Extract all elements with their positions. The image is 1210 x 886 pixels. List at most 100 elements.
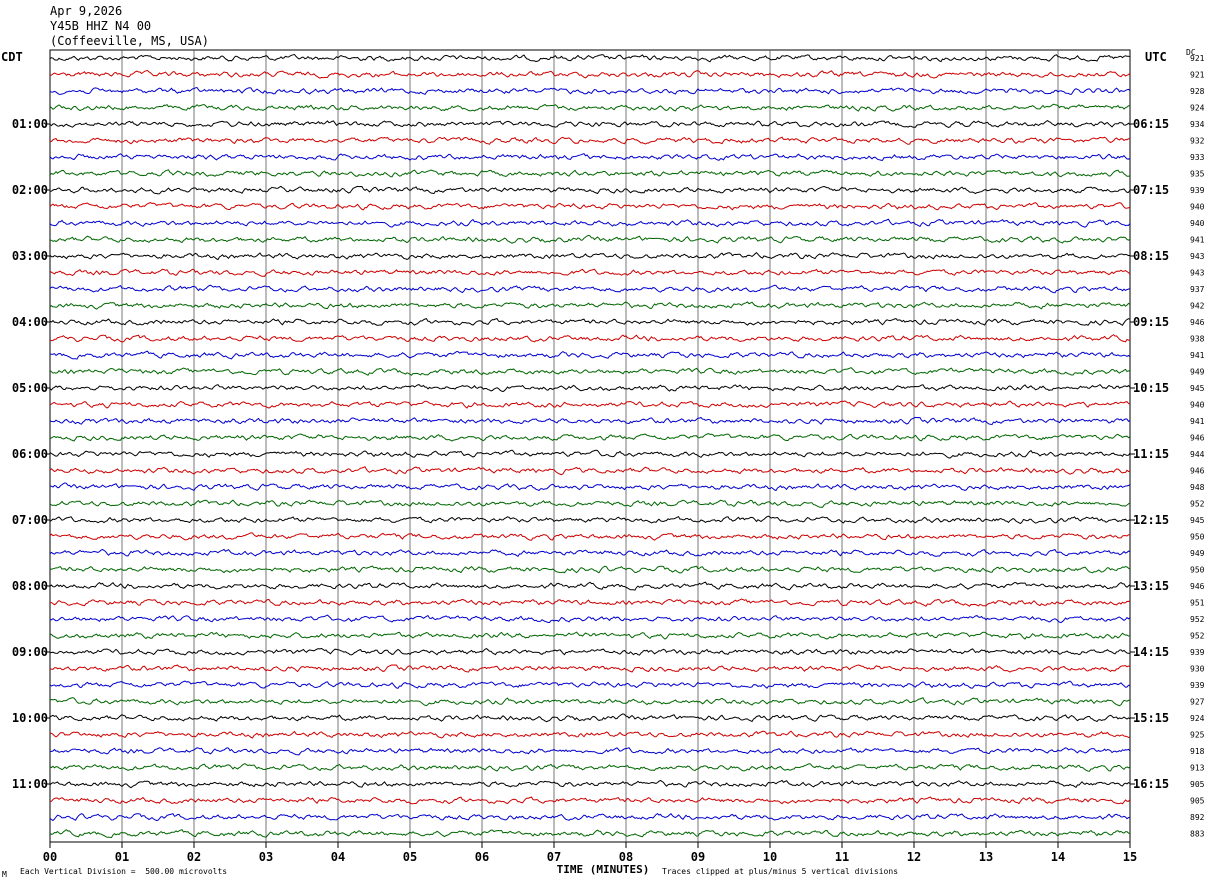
dc-offset-label: 948 (1190, 483, 1205, 492)
dc-offset-label: 949 (1190, 368, 1205, 377)
dc-offset-label: 952 (1190, 500, 1205, 509)
dc-offset-label: 883 (1190, 830, 1205, 839)
x-tick-label: 10 (763, 850, 777, 864)
left-hour-label: 07:00 (12, 513, 48, 527)
dc-offset-label: 932 (1190, 137, 1205, 146)
seismic-trace (49, 631, 1131, 640)
left-hour-label: 04:00 (12, 315, 48, 329)
dc-offset-label: 930 (1190, 665, 1205, 674)
x-tick-label: 01 (115, 850, 129, 864)
seismic-trace (49, 252, 1131, 261)
dc-offset-label: 921 (1190, 54, 1205, 63)
seismic-trace (49, 730, 1131, 739)
seismic-trace (49, 169, 1131, 178)
dc-offset-label: 924 (1190, 104, 1205, 113)
x-tick-label: 04 (331, 850, 345, 864)
dc-offset-label: 939 (1190, 681, 1205, 690)
right-hour-label: 10:15 (1133, 381, 1169, 395)
seismic-trace (49, 334, 1131, 343)
dc-offset-label: 940 (1190, 219, 1205, 228)
right-hour-label: 16:15 (1133, 777, 1169, 791)
dc-offset-label: 949 (1190, 549, 1205, 558)
dc-offset-label: 952 (1190, 632, 1205, 641)
dc-offset-label: 943 (1190, 269, 1205, 278)
seismic-trace (50, 69, 1131, 79)
dc-offset-label: 905 (1190, 780, 1205, 789)
x-tick-label: 12 (907, 850, 921, 864)
right-hour-label: 11:15 (1133, 447, 1169, 461)
dc-offset-label: 945 (1190, 516, 1205, 525)
dc-offset-label: 924 (1190, 714, 1205, 723)
dc-offset-label: 950 (1190, 566, 1205, 575)
seismic-trace (49, 664, 1131, 673)
right-hour-label: 13:15 (1133, 579, 1169, 593)
left-hour-label: 02:00 (12, 183, 48, 197)
x-tick-label: 07 (547, 850, 561, 864)
seismic-trace (49, 581, 1131, 591)
seismic-trace (49, 614, 1131, 624)
dc-offset-label: 946 (1190, 318, 1205, 327)
seismic-trace (49, 268, 1131, 277)
seismic-trace (49, 400, 1131, 409)
seismic-trace (49, 747, 1131, 756)
left-hour-label: 01:00 (12, 117, 48, 131)
x-tick-label: 05 (403, 850, 417, 864)
dc-offset-label: 933 (1190, 153, 1205, 162)
right-hour-label: 08:15 (1133, 249, 1169, 263)
seismic-trace (49, 416, 1131, 426)
dc-offset-label: 935 (1190, 170, 1205, 179)
right-hour-label: 07:15 (1133, 183, 1169, 197)
seismic-trace (49, 515, 1131, 525)
x-tick-label: 08 (619, 850, 633, 864)
x-tick-label: 09 (691, 850, 705, 864)
label-group: 00 01 02 03 04 05 06 07 08 09 10 11 12 13 14 15 921 921 92… (12, 54, 1205, 864)
seismic-trace (49, 565, 1131, 574)
seismic-trace (49, 433, 1131, 442)
left-hour-label: 09:00 (12, 645, 48, 659)
dc-offset-label: 939 (1190, 186, 1205, 195)
seismic-trace (49, 136, 1131, 145)
x-tick-label: 11 (835, 850, 849, 864)
seismic-trace (49, 828, 1131, 839)
left-hour-label: 11:00 (12, 777, 48, 791)
dc-offset-label: 892 (1190, 813, 1205, 822)
seismic-trace (49, 499, 1131, 508)
dc-offset-label: 934 (1190, 120, 1205, 129)
seismic-trace (49, 697, 1131, 707)
seismic-trace (49, 449, 1131, 459)
x-tick-label: 13 (979, 850, 993, 864)
dc-offset-label: 946 (1190, 434, 1205, 443)
right-hour-label: 15:15 (1133, 711, 1169, 725)
dc-offset-label: 941 (1190, 351, 1205, 360)
x-tick-label: 00 (43, 850, 57, 864)
seismic-trace (49, 234, 1131, 244)
seismic-trace (49, 763, 1131, 772)
dc-offset-label: 951 (1190, 599, 1205, 608)
dc-offset-label: 940 (1190, 401, 1205, 410)
left-hour-label: 05:00 (12, 381, 48, 395)
right-hour-label: 14:15 (1133, 645, 1169, 659)
left-hour-label: 08:00 (12, 579, 48, 593)
dc-offset-label: 940 (1190, 203, 1205, 212)
dc-offset-label: 928 (1190, 87, 1205, 96)
right-hour-label: 09:15 (1133, 315, 1169, 329)
seismic-trace (49, 367, 1131, 376)
x-tick-label: 03 (259, 850, 273, 864)
seismic-trace (49, 383, 1131, 393)
seismic-trace (49, 202, 1131, 211)
seismic-trace (49, 53, 1131, 63)
x-tick-label: 15 (1123, 850, 1137, 864)
seismic-trace (49, 103, 1130, 112)
dc-offset-label: 937 (1190, 285, 1205, 294)
left-hour-label: 06:00 (12, 447, 48, 461)
seismic-trace (49, 796, 1131, 805)
station-date: Apr 9,2026 (50, 4, 123, 18)
seismic-trace (49, 647, 1131, 656)
left-timezone-label: CDT (1, 50, 23, 64)
dc-offset-label: 946 (1190, 582, 1205, 591)
dc-offset-label: 943 (1190, 252, 1205, 261)
dc-offset-label: 925 (1190, 731, 1205, 740)
seismic-trace (49, 284, 1131, 294)
seismic-trace (49, 532, 1131, 541)
seismic-trace (49, 120, 1131, 128)
